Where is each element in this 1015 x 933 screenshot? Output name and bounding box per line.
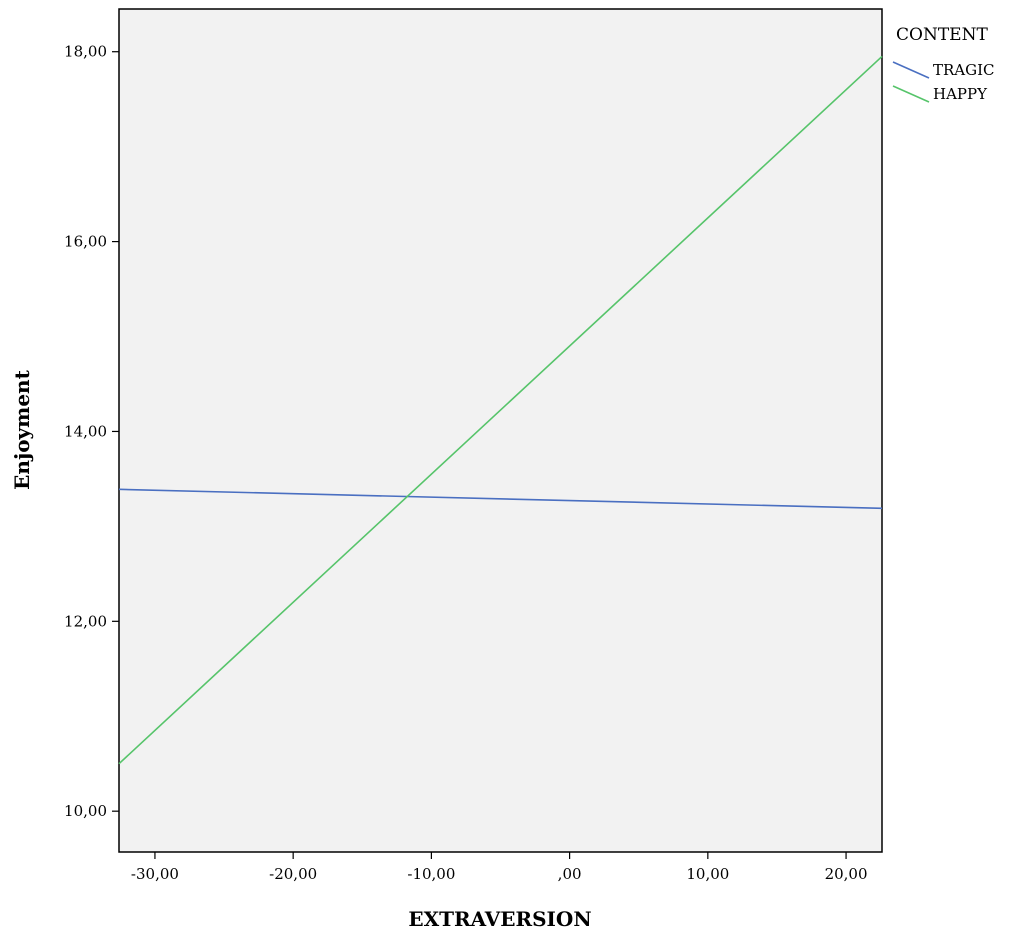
y-axis: 10,00 12,00 14,00 16,00 18,00 bbox=[64, 43, 119, 820]
legend: CONTENT TRAGIC HAPPY bbox=[892, 25, 995, 103]
x-axis-title: EXTRAVERSION bbox=[408, 907, 591, 931]
series-line-tragic bbox=[118, 488, 883, 510]
legend-swatch-happy bbox=[892, 85, 930, 103]
legend-label-happy: HAPPY bbox=[933, 85, 988, 103]
x-axis: -30,00 -20,00 -10,00 ,00 10,00 20,00 bbox=[131, 852, 868, 883]
legend-swatch-tragic bbox=[892, 61, 930, 79]
series-layer bbox=[118, 55, 883, 765]
plot-area bbox=[118, 8, 883, 853]
y-tick-label: 10,00 bbox=[64, 802, 107, 820]
y-tick-label: 12,00 bbox=[64, 612, 107, 630]
x-tick-label: -20,00 bbox=[269, 865, 317, 883]
y-tick-label: 18,00 bbox=[64, 43, 107, 61]
x-tick-label: 20,00 bbox=[825, 865, 868, 883]
series-line-happy bbox=[118, 55, 883, 765]
legend-label-tragic: TRAGIC bbox=[933, 61, 995, 79]
x-tick-label: ,00 bbox=[558, 865, 582, 883]
x-tick-label: 10,00 bbox=[686, 865, 729, 883]
y-tick-label: 16,00 bbox=[64, 233, 107, 251]
x-tick-label: -10,00 bbox=[407, 865, 455, 883]
y-axis-title: Enjoyment bbox=[10, 369, 34, 489]
y-tick-label: 14,00 bbox=[64, 422, 107, 440]
legend-title: CONTENT bbox=[896, 25, 988, 45]
x-tick-label: -30,00 bbox=[131, 865, 179, 883]
